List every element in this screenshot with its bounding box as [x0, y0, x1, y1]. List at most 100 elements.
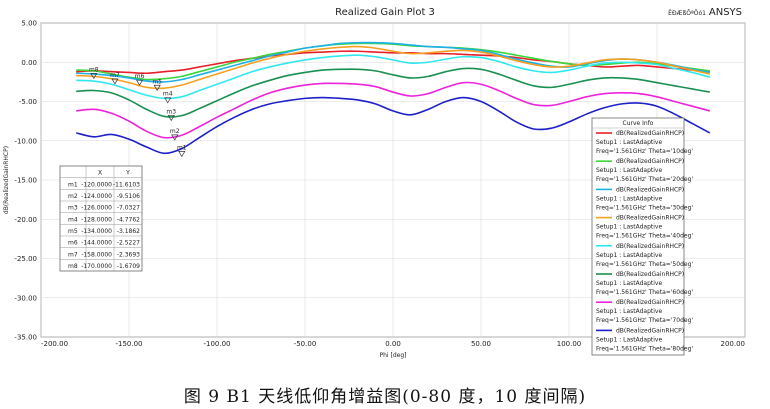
series-line-4 [76, 45, 710, 90]
table-cell-y: -2.3693 [117, 251, 140, 258]
series-line-5 [76, 54, 711, 100]
table-cell-y: -9.5106 [117, 193, 140, 200]
legend-setup: Setup1 : LastAdaptive [596, 167, 662, 174]
series-line-8 [76, 96, 711, 155]
y-tick-label: -35.00 [14, 334, 37, 342]
legend-setup: Setup1 : LastAdaptive [596, 224, 662, 231]
table-cell-y: -7.0327 [117, 205, 140, 212]
y-tick-labels: 5.00 0.00 -5.00 -10.00 -15.00 -20.00 -25.00 -30… [14, 20, 37, 342]
table-cell-x: -124.0000 [81, 193, 112, 200]
marker-glyph-m4 [164, 97, 172, 104]
table-cell-x: -120.0000 [81, 181, 112, 188]
marker-table: X Ym1 -120.0000 -11.6103 m2 -124.0000 -9.5106 m… [59, 165, 143, 272]
realized-gain-chart: -200.00 -150.00 -100.00 -50.00 0.00 50.00 100.… [3, 7, 746, 359]
grid-lines [40, 22, 746, 338]
y-axis-label: dB(RealizedGainRHCP) [3, 146, 10, 214]
legend-setup: Setup1 : LastAdaptive [596, 139, 662, 146]
marker-label-m8: m8 [89, 66, 99, 73]
table-cell-y: -11.6103 [113, 181, 140, 188]
chart-title: Realized Gain Plot 3 [335, 7, 435, 18]
marker-label-m4: m4 [163, 91, 173, 98]
series-lines [76, 41, 711, 155]
legend-setup: Setup1 : LastAdaptive [596, 280, 662, 287]
table-cell-y: -3.1862 [117, 228, 140, 235]
legend-freq: Freq='1.561GHz' Theta='10deg' [596, 148, 693, 155]
marker-label-m1: m1 [177, 144, 187, 151]
x-tick-label: 0.00 [385, 340, 401, 348]
table-cell-x: -158.0000 [81, 251, 112, 258]
legend-freq: Freq='1.561GHz' Theta='30deg' [596, 204, 693, 211]
table-cell-y: -4.7762 [117, 216, 140, 223]
marker-label-m7: m7 [110, 72, 120, 79]
marker-glyph-m2 [171, 134, 179, 141]
corner-text: ÊÐÆßÔªÕó1 [668, 9, 706, 17]
legend-setup: Setup1 : LastAdaptive [596, 308, 662, 315]
marker-glyph-m6 [135, 79, 144, 86]
y-tick-label: -15.00 [14, 177, 37, 185]
table-cell-y: -2.5227 [117, 240, 140, 247]
table-cell-name: m3 [68, 205, 78, 212]
x-tick-label: -50.00 [294, 340, 317, 348]
y-tick-label: -5.00 [19, 98, 37, 106]
y-tick-label: -10.00 [14, 137, 37, 145]
legend-expr: dB(RealizedGainRHCP) [616, 186, 684, 193]
x-tick-label: 50.00 [471, 340, 491, 348]
table-cell-x: -144.0000 [81, 240, 112, 247]
y-tick-label: 0.00 [21, 59, 37, 67]
legend-freq: Freq='1.561GHz' Theta='80deg' [596, 345, 693, 352]
x-tick-label: -150.00 [115, 340, 142, 348]
marker-label-m3: m3 [166, 108, 176, 115]
table-header-y: Y [125, 170, 130, 177]
legend-freq: Freq='1.561GHz' Theta='40deg' [596, 233, 693, 240]
table-cell-name: m7 [68, 251, 78, 258]
table-cell-x: -126.0000 [81, 205, 112, 212]
table-cell-name: m6 [68, 240, 78, 247]
legend-title: Curve Info [623, 120, 654, 127]
marker-label-m2: m2 [170, 128, 180, 135]
legend-setup: Setup1 : LastAdaptive [596, 336, 662, 343]
x-tick-label: -100.00 [203, 340, 230, 348]
table-cell-x: -128.0000 [81, 216, 112, 223]
legend-freq: Freq='1.561GHz' Theta='20deg' [596, 176, 693, 183]
legend-expr: dB(RealizedGainRHCP) [616, 327, 684, 334]
legend-freq: Freq='1.561GHz' Theta='60deg' [596, 289, 693, 296]
series-line-1 [76, 50, 710, 75]
legend-expr: dB(RealizedGainRHCP) [616, 215, 684, 222]
legend-expr: dB(RealizedGainRHCP) [616, 158, 684, 165]
marker-glyph-m5 [153, 84, 161, 91]
table-cell-name: m4 [68, 216, 78, 223]
series-line-7 [76, 81, 711, 139]
curve-info-legend: Curve Info dB(RealizedGainRHCP) Setup1 : … [591, 117, 693, 356]
marker-label-m5: m5 [152, 78, 162, 85]
table-cell-name: m5 [68, 228, 78, 235]
legend-freq: Freq='1.561GHz' Theta='50deg' [596, 261, 693, 268]
y-tick-label: -20.00 [14, 216, 37, 224]
marker-glyph-m1 [178, 151, 186, 158]
legend-expr: dB(RealizedGainRHCP) [616, 130, 684, 137]
table-cell-name: m1 [68, 181, 78, 188]
brand-label: ANSYS [709, 7, 742, 18]
legend-setup: Setup1 : LastAdaptive [596, 195, 662, 202]
table-cell-x: -170.0000 [81, 263, 112, 270]
marker-label-m6: m6 [135, 73, 145, 80]
marker-glyph-m3 [167, 115, 175, 122]
marker-glyph-m7 [111, 78, 119, 85]
table-cell-name: m8 [68, 263, 78, 270]
figure-caption: 图 9 B1 天线低仰角增益图(0-80 度，10 度间隔) [183, 387, 587, 407]
table-header-x: X [98, 170, 102, 177]
legend-freq: Freq='1.561GHz' Theta='70deg' [596, 317, 693, 324]
y-tick-label: 5.00 [21, 20, 37, 28]
x-tick-label: 200.00 [721, 340, 746, 348]
table-cell-x: -134.0000 [81, 228, 112, 235]
legend-expr: dB(RealizedGainRHCP) [616, 299, 684, 306]
table-cell-name: m2 [68, 193, 78, 200]
legend-expr: dB(RealizedGainRHCP) [616, 243, 684, 250]
table-cell-y: -1.6709 [117, 263, 140, 270]
marker-glyph-m8 [90, 73, 98, 80]
y-tick-label: -30.00 [14, 294, 37, 302]
x-tick-label: 100.00 [557, 340, 582, 348]
legend-expr: dB(RealizedGainRHCP) [616, 271, 684, 278]
legend-setup: Setup1 : LastAdaptive [596, 252, 662, 259]
y-tick-label: -25.00 [14, 255, 37, 263]
